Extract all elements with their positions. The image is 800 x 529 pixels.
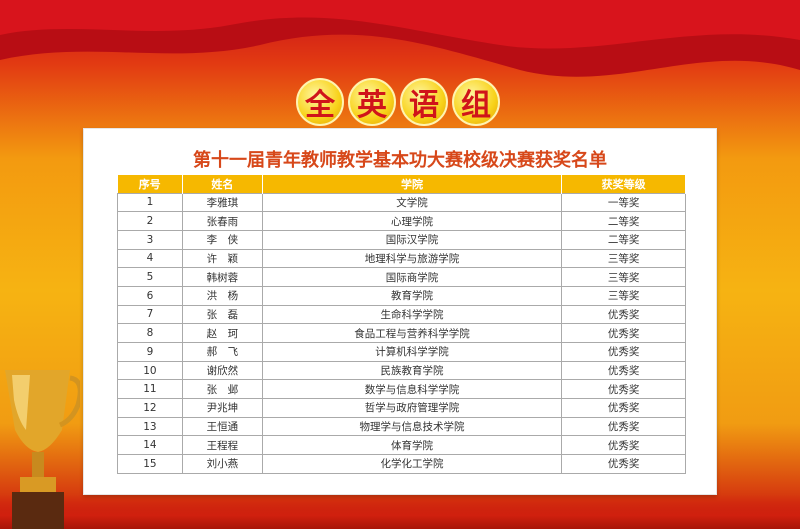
row-award: 三等奖 <box>561 267 686 287</box>
row-college: 数学与信息科学学院 <box>261 379 563 400</box>
row-name: 王程程 <box>181 435 263 456</box>
red-ribbon-decoration <box>0 0 800 77</box>
row-award: 优秀奖 <box>561 360 686 381</box>
banner-char: 全 <box>296 78 344 126</box>
trophy-icon <box>5 370 80 529</box>
row-college: 教育学院 <box>261 285 563 306</box>
row-award: 二等奖 <box>561 229 686 250</box>
banner-char: 组 <box>452 78 500 126</box>
row-college: 文学院 <box>261 192 563 213</box>
row-name: 张春雨 <box>181 211 263 231</box>
table-row: 5 韩树蓉 国际商学院 三等奖 <box>117 267 686 287</box>
row-name: 李 侠 <box>181 229 263 250</box>
banner-char: 英 <box>348 78 396 126</box>
row-index: 12 <box>117 398 183 418</box>
row-name: 张 邺 <box>181 379 263 400</box>
row-college: 食品工程与营养科学学院 <box>261 323 563 343</box>
header-college: 学院 <box>262 175 563 193</box>
row-name: 郝 飞 <box>181 342 263 362</box>
row-index: 6 <box>117 285 183 306</box>
table-row: 1 李雅琪 文学院 一等奖 <box>117 192 686 213</box>
row-award: 三等奖 <box>561 285 686 306</box>
row-college: 计算机科学学院 <box>261 342 563 362</box>
row-index: 2 <box>117 211 183 231</box>
row-college: 体育学院 <box>261 435 563 456</box>
row-award: 二等奖 <box>561 211 686 231</box>
row-index: 1 <box>117 192 183 213</box>
row-college: 国际商学院 <box>261 267 563 287</box>
row-index: 8 <box>117 323 183 343</box>
row-index: 7 <box>117 304 183 325</box>
row-college: 国际汉学院 <box>261 229 563 250</box>
row-award: 一等奖 <box>561 192 686 213</box>
row-award: 三等奖 <box>561 248 686 269</box>
table-row: 10 谢欣然 民族教育学院 优秀奖 <box>117 360 686 381</box>
row-index: 15 <box>117 454 183 474</box>
row-name: 谢欣然 <box>181 360 263 381</box>
row-name: 张 磊 <box>181 304 263 325</box>
row-index: 14 <box>117 435 183 456</box>
row-index: 11 <box>117 379 183 400</box>
row-award: 优秀奖 <box>561 454 686 474</box>
table-header-row: 序号 姓名 学院 获奖等级 <box>117 175 686 193</box>
row-award: 优秀奖 <box>561 342 686 362</box>
row-index: 9 <box>117 342 183 362</box>
row-award: 优秀奖 <box>561 398 686 418</box>
row-name: 王恒通 <box>181 416 263 437</box>
banner-char: 语 <box>400 78 448 126</box>
row-college: 哲学与政府管理学院 <box>261 398 563 418</box>
header-index: 序号 <box>117 175 183 193</box>
row-college: 民族教育学院 <box>261 360 563 381</box>
row-name: 许 颖 <box>181 248 263 269</box>
results-table: 序号 姓名 学院 获奖等级 1 李雅琪 文学院 一等奖 2 张春雨 心理学院 二等奖 3 李 侠国… <box>117 175 686 474</box>
row-award: 优秀奖 <box>561 323 686 343</box>
row-name: 尹兆坤 <box>181 398 263 418</box>
row-name: 刘小燕 <box>181 454 263 474</box>
table-row: 11 张 邺数学与信息科学学院 优秀奖 <box>117 379 686 400</box>
row-college: 生命科学学院 <box>261 304 563 325</box>
row-name: 赵 珂 <box>181 323 263 343</box>
header-award: 获奖等级 <box>561 175 686 193</box>
row-name: 李雅琪 <box>181 192 263 213</box>
row-index: 13 <box>117 416 183 437</box>
row-name: 洪 杨 <box>181 285 263 306</box>
floor-decoration <box>0 495 800 529</box>
row-college: 心理学院 <box>261 211 563 231</box>
group-banner: 全 英 语 组 <box>296 78 500 126</box>
row-award: 优秀奖 <box>561 379 686 400</box>
table-row: 13 王恒通 物理学与信息技术学院 优秀奖 <box>117 416 686 437</box>
row-index: 3 <box>117 229 183 250</box>
table-row: 12 尹兆坤 哲学与政府管理学院 优秀奖 <box>117 398 686 418</box>
row-award: 优秀奖 <box>561 416 686 437</box>
table-row: 15 刘小燕 化学化工学院 优秀奖 <box>117 454 686 474</box>
table-row: 14 王程程 体育学院 优秀奖 <box>117 435 686 456</box>
row-award: 优秀奖 <box>561 304 686 325</box>
row-index: 4 <box>117 248 183 269</box>
row-index: 5 <box>117 267 183 287</box>
page-title: 第十一届青年教师教学基本功大赛校级决赛获奖名单 <box>193 150 607 171</box>
row-index: 10 <box>117 360 183 381</box>
row-award: 优秀奖 <box>561 435 686 456</box>
row-college: 物理学与信息技术学院 <box>261 416 563 437</box>
row-college: 地理科学与旅游学院 <box>261 248 563 269</box>
row-college: 化学化工学院 <box>261 454 563 474</box>
row-name: 韩树蓉 <box>181 267 263 287</box>
table-row: 2 张春雨 心理学院 二等奖 <box>117 211 686 231</box>
header-name: 姓名 <box>182 175 263 193</box>
